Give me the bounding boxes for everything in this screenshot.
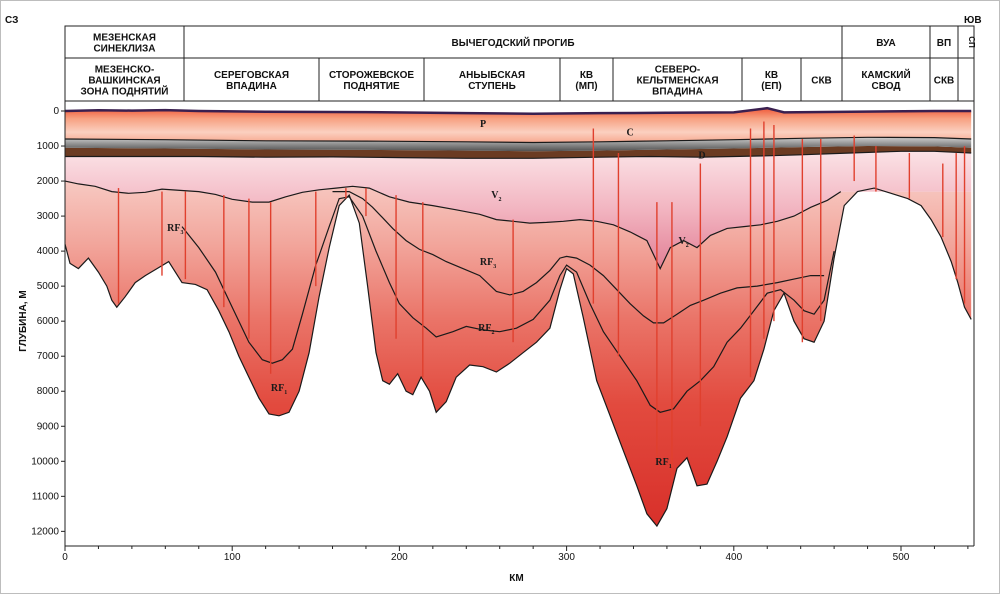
header-top-row: МЕЗЕНСКАЯ СИНЕКЛИЗА ВЫЧЕГОДСКИЙ ПРОГИБ ВУА В… [93,33,976,55]
rf12-line [181,196,835,413]
y-axis-title: ГЛУБИНА, М [18,290,29,351]
hdr-bot-7: СКВ [811,76,832,87]
y-tick-label-6: 6000 [37,316,60,327]
header-bottom-row: МЕЗЕНСКО-ВАШКИНСКАЯ ЗОНА ПОДНЯТИЙ СЕРЕГОВС… [81,65,955,98]
hdr-bot-1: СЕРЕГОВСКАЯ ВПАДИНА [214,70,289,92]
y-tick-label-12: 12000 [31,526,59,537]
basement-line [64,187,972,528]
y-tick-label-8: 8000 [37,386,60,397]
hdr-bot-2: СТОРОЖЕВСКОЕ ПОДНЯТИЕ [329,70,414,92]
hdr-top-1: ВЫЧЕГОДСКИЙ ПРОГИБ [451,36,574,49]
x-axis-title: КМ [509,573,523,584]
hdr-top-0: МЕЗЕНСКАЯ СИНЕКЛИЗА [93,33,156,55]
c-top-line [64,136,972,144]
hdr-bot-0: МЕЗЕНСКО-ВАШКИНСКАЯ ЗОНА ПОДНЯТИЙ [81,65,169,98]
hdr-bot-6: КВ (ЕП) [761,70,782,92]
y-tick-label-9: 9000 [37,421,60,432]
layer-label-2: D [698,150,705,161]
hdr-bot-3: АНЬЫБСКАЯ СТУПЕНЬ [459,70,525,92]
d-layer [65,146,972,159]
layer-label-1: C [627,128,634,139]
y-tick-label-11: 11000 [32,491,60,502]
x-tick-label-4: 400 [725,552,742,563]
region-header [64,25,975,102]
v-layer [65,151,972,269]
hdr-bot-8: КАМСКИЙ СВОД [861,68,910,92]
c-layer [65,137,972,152]
hdr-top-4: СП [967,36,976,48]
layer-label-5: RF3 [167,223,183,236]
y-tick-label-7: 7000 [37,351,60,362]
x-tick-label-0: 0 [62,552,68,563]
direction-right-label: ЮВ [964,15,982,26]
d-top-line [65,150,972,159]
y-tick-label-1: 1000 [37,141,60,152]
layer-label-7: RF2 [478,323,494,336]
layer-label-6: RF3 [480,257,496,270]
x-tick-label-2: 200 [391,552,408,563]
y-tick-label-4: 4000 [37,246,60,257]
y-tick-label-2: 2000 [37,176,60,187]
hdr-bot-4: КВ (МП) [575,70,597,92]
direction-left-label: СЗ [5,15,18,26]
layer-label-4: V2 [679,236,689,249]
v-top-line [64,180,842,270]
layer-label-8: RF1 [271,383,287,396]
axes: 0100020003000400050006000700080009000100… [18,101,975,584]
plot-area: P C D V2 V2 RF3 RF3 RF2 RF1 RF1 [64,106,972,528]
layer-label-3: V2 [491,190,501,203]
y-tick-label-0: 0 [53,106,59,117]
rf-body [65,181,972,527]
surface-line [64,106,972,116]
hdr-top-3: ВП [937,38,951,49]
hdr-bot-9: СКВ [934,76,955,87]
x-tick-label-1: 100 [224,552,241,563]
rf23-line [332,191,825,324]
hdr-top-2: ВУА [876,38,896,49]
x-tick-label-5: 500 [893,552,910,563]
p-layer [65,108,972,143]
layer-label-9: RF1 [655,457,671,470]
y-tick-label-5: 5000 [37,281,60,292]
y-tick-label-3: 3000 [37,211,60,222]
y-tick-label-10: 10000 [31,456,59,467]
layer-label-0: P [480,119,486,130]
hdr-bot-5: СЕВЕРО-КЕЛЬТМЕНСКАЯ ВПАДИНА [636,65,718,98]
x-tick-label-3: 300 [558,552,575,563]
